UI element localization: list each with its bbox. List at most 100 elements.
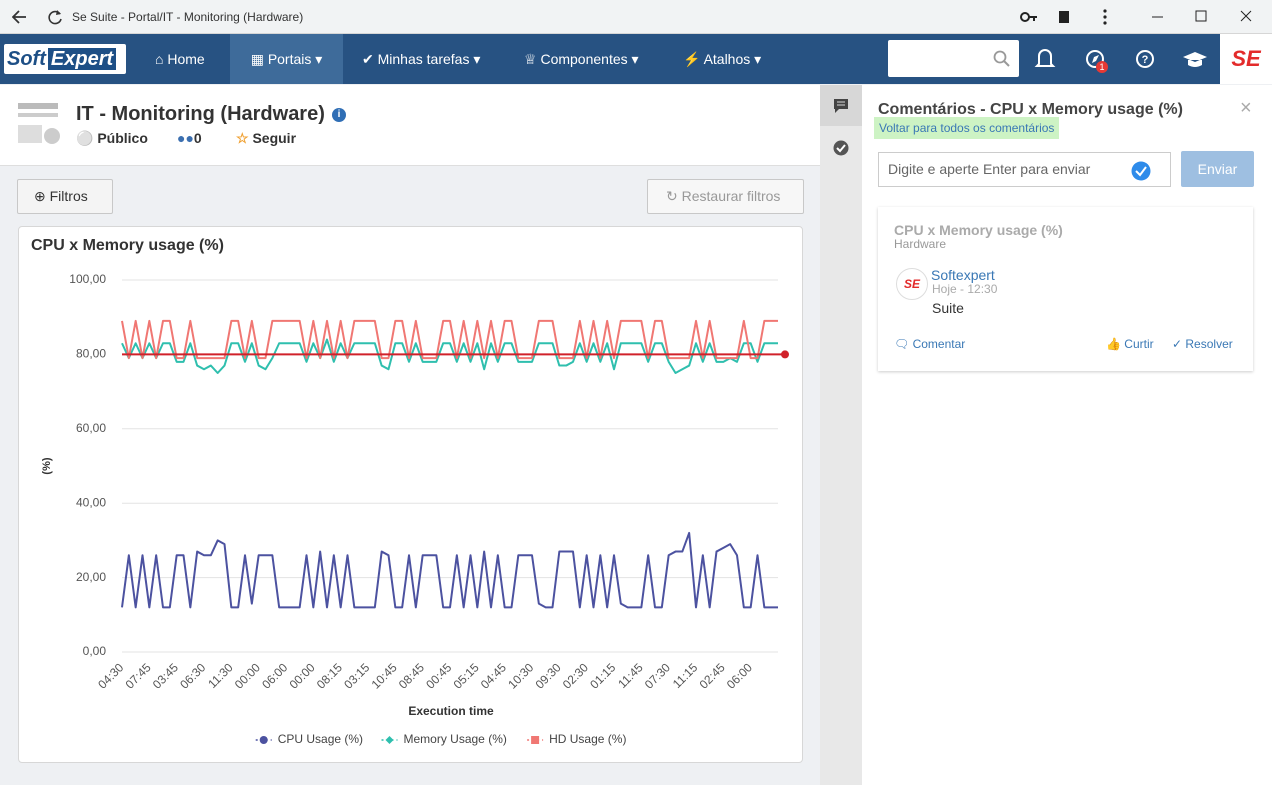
x-tick-label: 05:15 — [451, 660, 482, 691]
x-tick-label: 04:45 — [478, 660, 509, 691]
y-tick-label: 40,00 — [76, 495, 106, 509]
nav-components[interactable]: ♕ Componentes ▾ — [524, 51, 639, 67]
side-strip — [820, 85, 862, 785]
legend-label: CPU Usage (%) — [278, 732, 363, 746]
x-tick-label: 11:30 — [205, 660, 236, 691]
input-placeholder: Digite e aperte Enter para enviar — [888, 161, 1091, 177]
like-action[interactable]: 👍 Curtir — [1106, 337, 1154, 351]
browser-nav-icons — [12, 10, 62, 25]
logo[interactable]: Soft Expert — [4, 44, 126, 74]
y-tick-label: 80,00 — [76, 347, 106, 361]
card-subtitle: Hardware — [894, 237, 947, 251]
legend-label: Memory Usage (%) — [404, 732, 507, 746]
nav-home[interactable]: ⌂ Home — [155, 51, 205, 67]
comment-action[interactable]: 🗨 Comentar — [894, 337, 966, 351]
x-tick-label: 08:45 — [396, 660, 427, 691]
portal-title: IT - Monitoring (Hardware) — [76, 103, 325, 125]
check-tab[interactable] — [833, 140, 849, 156]
browser-title: Se Suite - Portal/IT - Monitoring (Hardw… — [72, 10, 304, 24]
x-tick-label: 00:00 — [232, 660, 263, 691]
reset-filters-button[interactable]: ↻ Restaurar filtros — [647, 179, 804, 214]
author[interactable]: Softexpert — [931, 267, 995, 283]
comment-icon — [834, 99, 848, 113]
comment-label: Comentar — [912, 337, 966, 351]
close-button[interactable]: × — [1240, 97, 1252, 119]
y-tick-label: 100,00 — [69, 272, 106, 286]
notification-badge: 1 — [1096, 61, 1108, 73]
nav-portais[interactable]: ▦ Portais ▾ — [230, 34, 343, 84]
timestamp: Hoje - 12:30 — [932, 282, 998, 296]
back-link[interactable]: Voltar para todos os comentários — [874, 117, 1060, 139]
nav-icons: ? — [1034, 49, 1207, 68]
portal-header: IT - Monitoring (Hardware) i ⚪ Público ●… — [0, 85, 820, 166]
nav-shortcuts[interactable]: ⚡ Atalhos ▾ — [683, 51, 762, 67]
comment-text: Suite — [932, 300, 964, 316]
resolve-label: Resolver — [1185, 337, 1233, 351]
series-line — [121, 319, 778, 360]
browser-bar: Se Suite - Portal/IT - Monitoring (Hardw… — [0, 0, 1272, 34]
portal-icon — [18, 103, 60, 144]
x-tick-label: 04:30 — [95, 660, 126, 691]
members[interactable]: ●●0 — [177, 130, 202, 146]
legend-label: HD Usage (%) — [549, 732, 626, 746]
x-tick-label: 03:45 — [150, 660, 181, 691]
resolve-action[interactable]: ✓ Resolver — [1172, 337, 1233, 351]
series-line — [121, 338, 778, 374]
x-tick-label: 11:15 — [670, 660, 701, 691]
y-tick-label: 60,00 — [76, 421, 106, 435]
x-tick-label: 02:30 — [560, 660, 591, 691]
legend-marker — [531, 736, 540, 744]
x-tick-label: 02:45 — [697, 660, 728, 691]
check-icon — [1131, 161, 1151, 181]
x-tick-label: 09:30 — [533, 660, 564, 691]
nav-tasks[interactable]: ✔ Minhas tarefas ▾ — [362, 51, 481, 67]
filters-label: Filtros — [49, 188, 88, 204]
x-tick-label: 07:30 — [642, 660, 673, 691]
x-tick-label: 08:15 — [314, 660, 345, 691]
svg-text:?: ? — [1142, 54, 1149, 66]
x-tick-label: 06:00 — [259, 660, 290, 691]
visibility: ⚪ Público — [76, 130, 148, 146]
legend-marker — [259, 736, 268, 744]
x-tick-label: 07:45 — [123, 660, 154, 691]
x-tick-label: 03:15 — [341, 660, 372, 691]
search-box[interactable] — [888, 40, 1019, 77]
x-tick-label: 00:00 — [287, 660, 318, 691]
like-label: Curtir — [1124, 337, 1154, 351]
chart-title: CPU x Memory usage (%) — [31, 237, 224, 254]
x-tick-label: 06:30 — [177, 660, 208, 691]
comment-input[interactable]: Digite e aperte Enter para enviar — [878, 152, 1171, 187]
comments-panel: Comentários - CPU x Memory usage (%) × V… — [862, 85, 1272, 785]
logo-expert: Expert — [47, 48, 117, 70]
brand-logo[interactable]: SE — [1220, 34, 1272, 84]
reset-label: Restaurar filtros — [681, 188, 781, 204]
comment-card: CPU x Memory usage (%) Hardware SE Softe… — [878, 207, 1253, 371]
logo-soft: Soft — [7, 48, 46, 70]
follow-label: Seguir — [252, 130, 297, 146]
info-icon[interactable]: i — [332, 108, 346, 122]
members-count: 0 — [193, 130, 202, 146]
filters-button[interactable]: ⊕ Filtros — [17, 179, 113, 214]
legend-marker — [385, 736, 394, 744]
send-button[interactable]: Enviar — [1181, 151, 1254, 187]
reference-point — [781, 350, 789, 359]
nav-label: Atalhos — [703, 51, 751, 67]
y-tick-label: 20,00 — [76, 570, 106, 584]
comments-tab[interactable] — [820, 85, 862, 126]
comments-title: Comentários - CPU x Memory usage (%) — [878, 101, 1183, 118]
x-tick-label: 06:00 — [724, 660, 755, 691]
y-tick-label: 0,00 — [83, 644, 107, 658]
nav-label: Minhas tarefas — [377, 51, 470, 67]
x-tick-label: 00:45 — [423, 660, 454, 691]
search-icon — [993, 50, 1010, 67]
x-tick-label: 11:45 — [615, 660, 646, 691]
y-axis-title: (%) — [41, 457, 53, 474]
nav-label: Componentes — [540, 51, 628, 67]
chart-card: CPU x Memory usage (%) Execution time (%… — [18, 226, 803, 763]
x-axis-title: Execution time — [408, 704, 494, 718]
window-controls — [1020, 9, 1252, 25]
card-title: CPU x Memory usage (%) — [894, 222, 1063, 238]
nav-bar: Soft Expert ⌂ Home ▦ Portais ▾ ✔ Minhas t… — [0, 34, 1272, 84]
follow[interactable]: ☆ Seguir — [236, 130, 297, 146]
